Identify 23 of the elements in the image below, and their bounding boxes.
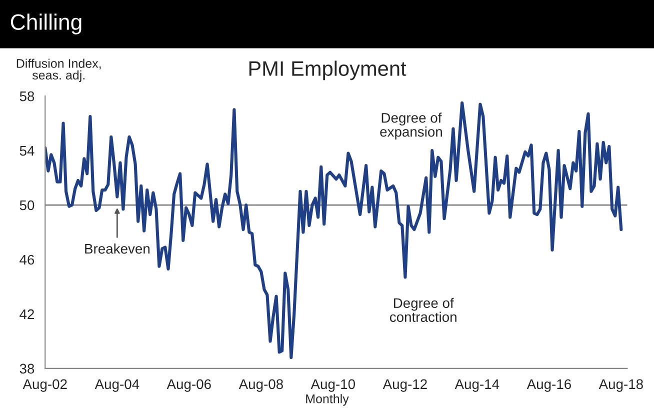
annotation: Degree of expansion [380,112,442,140]
x-tick-label: Aug-10 [310,379,355,392]
line-series [45,101,623,360]
x-tick-label: Aug-18 [598,379,643,392]
x-axis-title: Monthly [306,394,349,406]
y-tick-label: 46 [20,254,34,265]
y-tick-label: 50 [20,200,34,210]
x-tick-label: Aug-02 [22,379,67,392]
y-axis-title: Diffusion Index, seas. adj. [16,58,101,82]
x-tick-label: Aug-06 [166,379,211,392]
y-tick-label: 42 [20,309,34,320]
chart-title: Chilling [10,14,82,34]
x-tick-label: Aug-04 [94,379,140,392]
annotation: Breakeven [85,243,150,254]
annotation: Degree of contraction [390,298,456,322]
x-tick-label: Aug-14 [454,379,500,392]
x-tick-label: Aug-12 [382,379,427,392]
x-tick-label: Aug-08 [238,379,283,392]
y-tick-label: 54 [20,146,34,156]
y-tick-label: 58 [20,91,34,102]
x-tick-label: Aug-16 [526,379,571,392]
chart-subtitle: PMI Employment [249,60,406,80]
y-tick-label: 38 [20,364,34,374]
